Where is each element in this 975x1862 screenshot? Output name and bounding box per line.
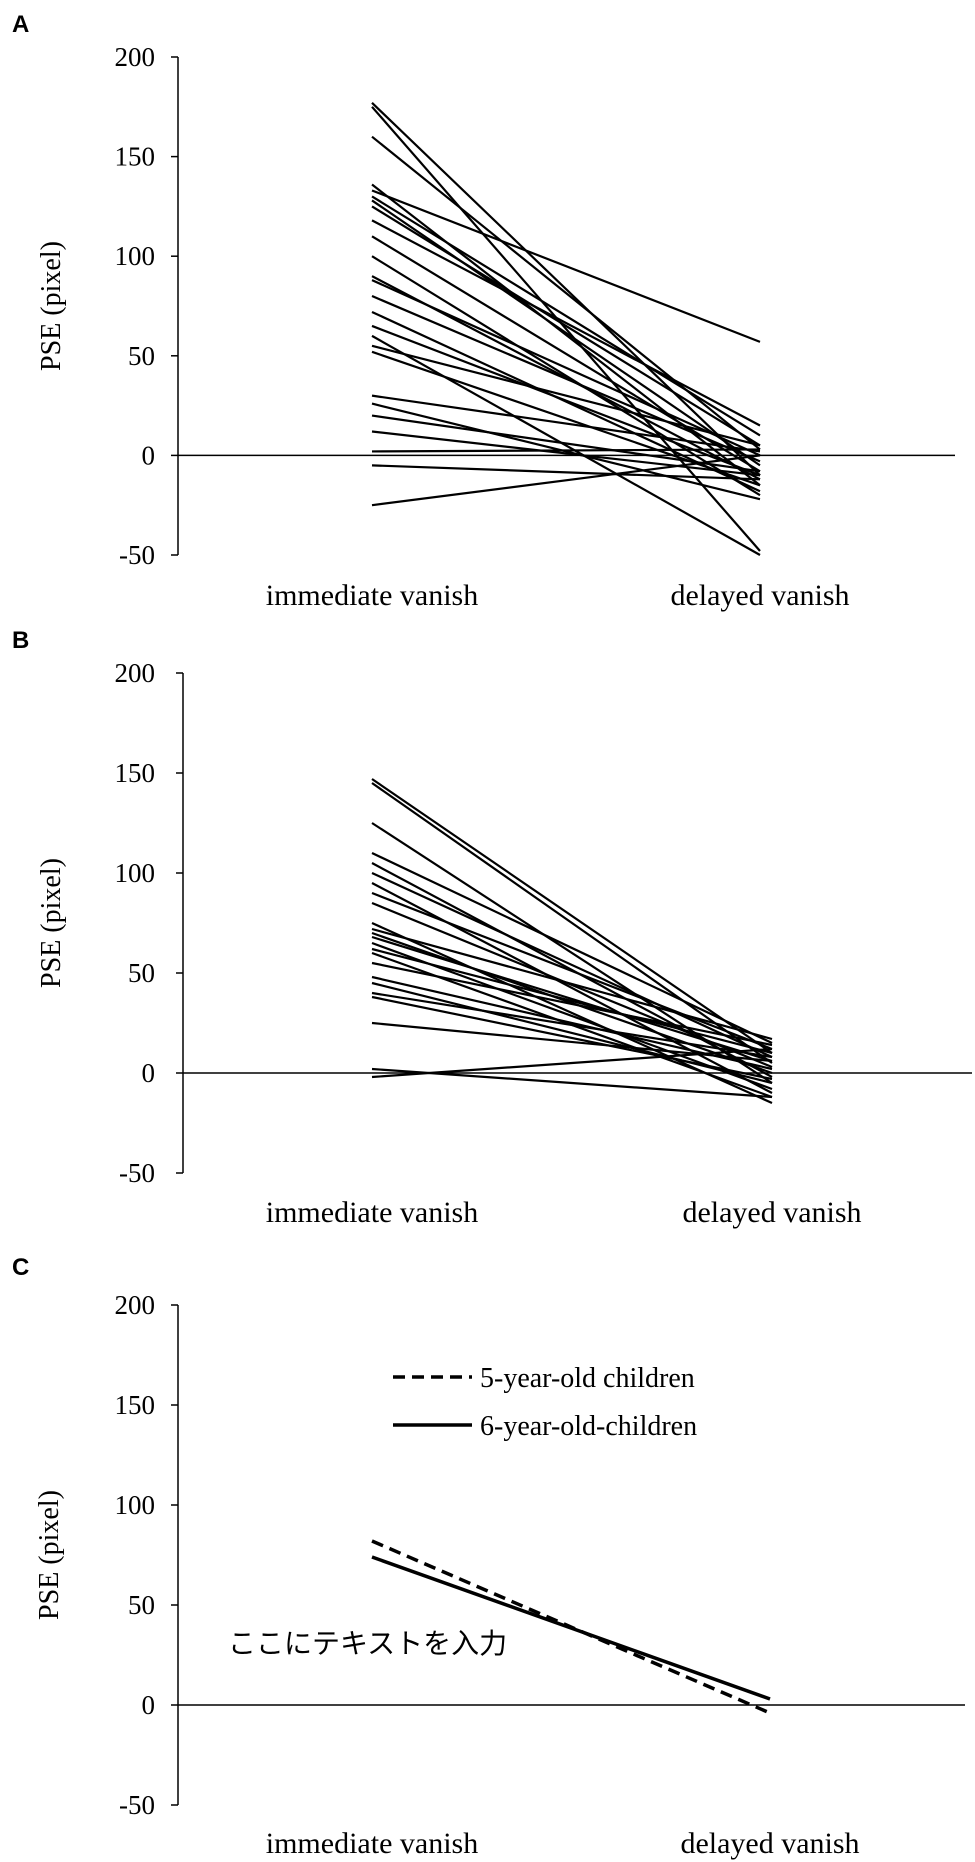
series-line [371,394,761,453]
x-category-label: delayed vanish [680,1827,859,1860]
y-axis-label: PSE (pixel) [36,241,67,371]
x-category-label: immediate vanish [266,1196,478,1229]
y-tick-label: 200 [115,42,156,72]
panel-letter-b: B [12,627,29,654]
y-tick-label: 0 [142,440,156,470]
y-tick-label: 100 [115,858,156,888]
series-line [371,927,773,1041]
series-line [371,852,773,1044]
y-tick-label: -50 [119,1790,155,1820]
series-line [371,295,761,463]
legend-label: 6-year-old-children [480,1411,697,1442]
series-line [371,778,773,1054]
series-line [371,464,761,481]
series-line [371,961,773,1047]
y-tick-label: 200 [115,1290,156,1320]
series-line [371,255,761,497]
series-line [371,183,761,487]
series-line [371,199,761,467]
series-line [371,205,761,447]
panel-letter-a: A [12,11,29,38]
series-line [371,882,773,1094]
y-tick-label: 0 [142,1058,156,1088]
y-axis-label: PSE (pixel) [34,1490,65,1620]
series-line [371,102,761,477]
series-line [371,430,761,477]
series-line [371,1047,773,1079]
x-category-label: immediate vanish [266,1827,478,1860]
series-line [371,935,773,1063]
y-tick-label: 150 [115,758,156,788]
y-tick-label: 0 [142,1690,156,1720]
series-line [371,891,773,1051]
series-line [371,334,761,556]
panel-letter-c: C [12,1254,29,1281]
y-tick-label: 150 [115,142,156,172]
series-line [371,1067,773,1099]
y-tick-label: 50 [128,1590,155,1620]
series-line [371,279,761,457]
y-tick-label: 50 [128,341,155,371]
series-line [371,135,761,451]
y-tick-label: -50 [119,540,155,570]
x-category-label: delayed vanish [682,1196,861,1229]
x-category-label: delayed vanish [670,579,849,612]
y-tick-label: 200 [115,658,156,688]
series-line [371,448,761,453]
series-line [371,872,773,1058]
series-line [371,219,761,427]
series-line [371,414,761,473]
y-tick-label: 150 [115,1390,156,1420]
x-category-label: immediate vanish [266,579,478,612]
series-line [371,195,761,437]
series-line [371,1555,771,1701]
series-line [371,454,761,507]
series-line [371,235,761,473]
y-tick-label: 100 [115,1490,156,1520]
series-line [371,991,773,1059]
y-axis-label: PSE (pixel) [36,858,67,988]
series-line [371,947,773,1055]
series-line [371,995,773,1081]
y-tick-label: -50 [119,1158,155,1188]
series-line [371,782,773,1064]
y-tick-label: 100 [115,241,156,271]
legend-label: 5-year-old children [480,1363,695,1394]
series-line [371,344,761,447]
annotation-text: ここにテキストを入力 [228,1627,507,1660]
y-tick-label: 50 [128,958,155,988]
series-line [371,189,761,343]
